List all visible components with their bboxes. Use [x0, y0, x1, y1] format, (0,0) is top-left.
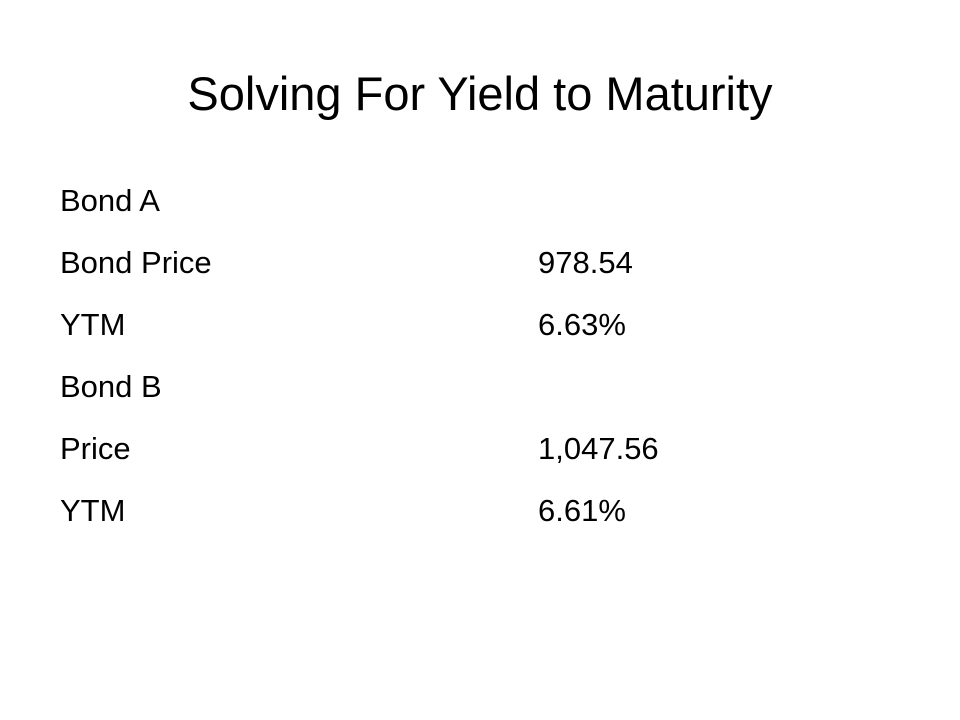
- list-item-bond-a-ytm: YTM 6.63%: [60, 298, 920, 360]
- row-value: 6.61%: [538, 493, 626, 528]
- list-item-bond-b-heading: Bond B: [60, 360, 920, 422]
- row-label: Bond B: [60, 369, 162, 404]
- row-value: 1,047.56: [538, 431, 659, 466]
- list-item-bond-a-heading: Bond A: [60, 174, 920, 236]
- row-value: 978.54: [538, 245, 633, 280]
- row-label: Price: [60, 431, 131, 466]
- list-item-bond-b-ytm: YTM 6.61%: [60, 484, 920, 546]
- row-label: Bond A: [60, 183, 160, 218]
- list-item-bond-b-price: Price 1,047.56: [60, 422, 920, 484]
- list-item-bond-a-price: Bond Price 978.54: [60, 236, 920, 298]
- slide-title: Solving For Yield to Maturity: [187, 67, 773, 120]
- row-value: 6.63%: [538, 307, 626, 342]
- bond-list: Bond A Bond Price 978.54 YTM 6.63% Bond …: [60, 174, 920, 546]
- row-label: YTM: [60, 307, 126, 342]
- row-label: Bond Price: [60, 245, 212, 280]
- row-label: YTM: [60, 493, 126, 528]
